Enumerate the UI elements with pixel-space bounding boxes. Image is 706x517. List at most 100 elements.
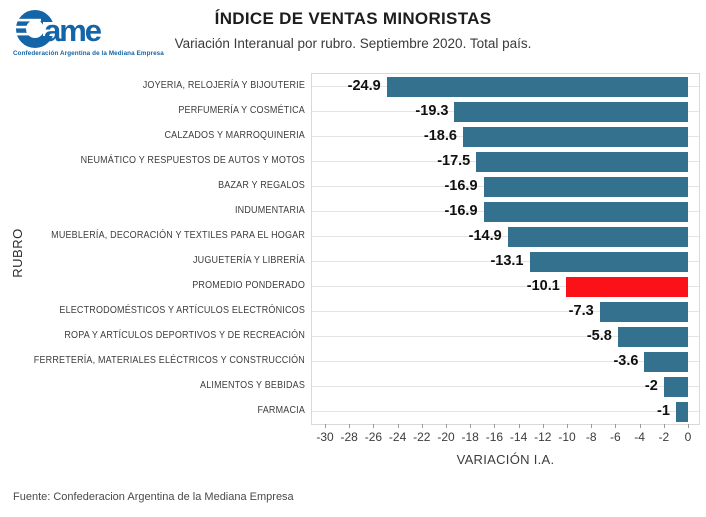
bar-value-label: -19.3 <box>415 103 449 119</box>
bar-row: -19.3 <box>312 99 699 124</box>
page-title: ÍNDICE DE VENTAS MINORISTAS <box>214 9 492 28</box>
came-logo-mark: ame <box>14 10 104 48</box>
x-tick-mark <box>688 424 689 428</box>
category-label: PERFUMERÍA Y COSMÉTICA <box>178 105 305 116</box>
x-tick-mark <box>663 424 665 428</box>
bar-value-label: -7.3 <box>568 303 594 319</box>
x-axis-title: VARIACIÓN I.A. <box>456 452 555 467</box>
plot-area: -24.9 -19.3 -18.6 -17.5 -16.9 -16.9 -14.9 -13.1… <box>311 73 700 425</box>
x-tick-mark <box>567 424 568 428</box>
category-label: JUGUETERÍA Y LIBRERÍA <box>193 255 305 266</box>
x-tick-label: -30 <box>316 430 334 444</box>
bar-row: -10.1 <box>312 274 699 299</box>
category-label: ROPA Y ARTÍCULOS DEPORTIVOS Y DE RECREAC… <box>64 330 305 341</box>
x-tick-mark <box>349 424 351 428</box>
bar-row: -1 <box>312 399 699 424</box>
bar-row: -2 <box>312 374 699 399</box>
x-tick-mark <box>421 424 423 428</box>
bar <box>462 126 688 147</box>
x-tick-label: -26 <box>364 430 383 444</box>
category-label: NEUMÁTICO Y RESPUESTOS DE AUTOS Y MOTOS <box>80 155 305 166</box>
category-label: ALIMENTOS Y BEBIDAS <box>200 380 305 391</box>
bar-value-label: -1 <box>657 403 670 419</box>
bar-row: -17.5 <box>312 149 699 174</box>
x-tick-mark <box>397 424 399 428</box>
bar-row: -14.9 <box>312 224 699 249</box>
category-label: ELECTRODOMÉSTICOS Y ARTÍCULOS ELECTRÓNIC… <box>59 305 306 316</box>
category-label: BAZAR Y REGALOS <box>218 180 305 191</box>
bar <box>454 101 688 122</box>
category-label: CALZADOS Y MARROQUINERIA <box>164 130 305 141</box>
bar-row: -7.3 <box>312 299 699 324</box>
bar-value-label: -16.9 <box>444 203 478 219</box>
x-tick-mark <box>446 424 447 428</box>
x-tick-label: -22 <box>413 430 431 444</box>
x-tick-mark <box>470 424 472 428</box>
x-tick-mark <box>325 424 326 428</box>
x-tick-mark <box>518 424 520 428</box>
x-tick-label: -6 <box>610 430 621 444</box>
bar-value-label: -24.9 <box>347 78 381 94</box>
bar-value-label: -14.9 <box>468 228 502 244</box>
bar-value-label: -5.8 <box>586 328 612 344</box>
x-tick-label: -14 <box>509 430 528 444</box>
x-tick-label: -28 <box>340 430 358 444</box>
bar <box>644 351 688 372</box>
x-axis: -30 -28 -26 -24 -22 -20 -18 -16 -14 -12 -10 -8 -6 -4-… <box>312 423 699 447</box>
x-tick-mark <box>615 424 617 428</box>
x-tick-label: -18 <box>461 430 479 444</box>
x-tick-label: -8 <box>585 430 597 444</box>
bar <box>675 401 688 422</box>
bar <box>599 301 688 322</box>
bar-highlight <box>565 276 688 297</box>
bar-value-label: -17.5 <box>437 153 471 169</box>
bar <box>507 226 688 247</box>
bar-row: -3.6 <box>312 349 699 374</box>
bar-value-label: -16.9 <box>444 178 478 194</box>
bar <box>529 251 688 272</box>
bar-value-label: -18.6 <box>423 128 457 144</box>
bar <box>386 76 688 97</box>
x-tick-label: -24 <box>388 430 407 444</box>
category-labels: JOYERIA, RELOJERÍA Y BIJOUTERIE PERFUMERÍ… <box>0 73 305 423</box>
bar-value-label: -13.1 <box>490 253 524 269</box>
category-label: FERRETERÍA, MATERIALES ELÉCTRICOS Y CONS… <box>33 355 305 366</box>
x-tick-label: -16 <box>485 430 504 444</box>
x-tick-label: -2 <box>658 430 670 444</box>
bar-row: -16.9 <box>312 174 699 199</box>
bar-value-label: -3.6 <box>613 353 639 369</box>
x-tick-label: -20 <box>437 430 455 444</box>
bar-row: -16.9 <box>312 199 699 224</box>
bar <box>617 326 688 347</box>
bar-row: -18.6 <box>312 124 699 149</box>
x-tick-mark <box>373 424 375 428</box>
source-note: Fuente: Confederacion Argentina de la Me… <box>13 491 294 503</box>
x-tick-label: -10 <box>558 430 576 444</box>
category-label: FARMACIA <box>257 405 305 416</box>
x-tick-mark <box>639 424 641 428</box>
x-tick-label: 0 <box>684 430 692 444</box>
x-tick-mark <box>542 424 544 428</box>
came-logo-tagline: Confederación Argentina de la Mediana Em… <box>13 50 164 57</box>
category-label: JOYERIA, RELOJERÍA Y BIJOUTERIE <box>142 80 305 91</box>
category-label: MUEBLERÍA, DECORACIÓN Y TEXTILES PARA EL… <box>51 230 305 241</box>
x-tick-mark <box>591 424 593 428</box>
x-tick-mark <box>494 424 496 428</box>
bar <box>483 201 688 222</box>
x-tick-label: -12 <box>534 430 552 444</box>
bar-value-label: -10.1 <box>526 278 560 294</box>
bar-value-label: -2 <box>644 378 658 394</box>
bar <box>663 376 688 397</box>
bar-row: -5.8 <box>312 324 699 349</box>
bar <box>476 151 688 172</box>
came-logo: ame <box>14 7 164 54</box>
page-subtitle: Variación Interanual por rubro. Septiemb… <box>174 36 532 51</box>
bar-row: -13.1 <box>312 249 699 274</box>
came-logo-text: ame <box>44 13 102 48</box>
x-tick-label: -4 <box>634 430 645 444</box>
bar-row: -24.9 <box>312 74 699 99</box>
category-label: PROMEDIO PONDERADO <box>192 280 305 291</box>
category-label: INDUMENTARIA <box>234 205 305 216</box>
bar <box>483 176 688 197</box>
